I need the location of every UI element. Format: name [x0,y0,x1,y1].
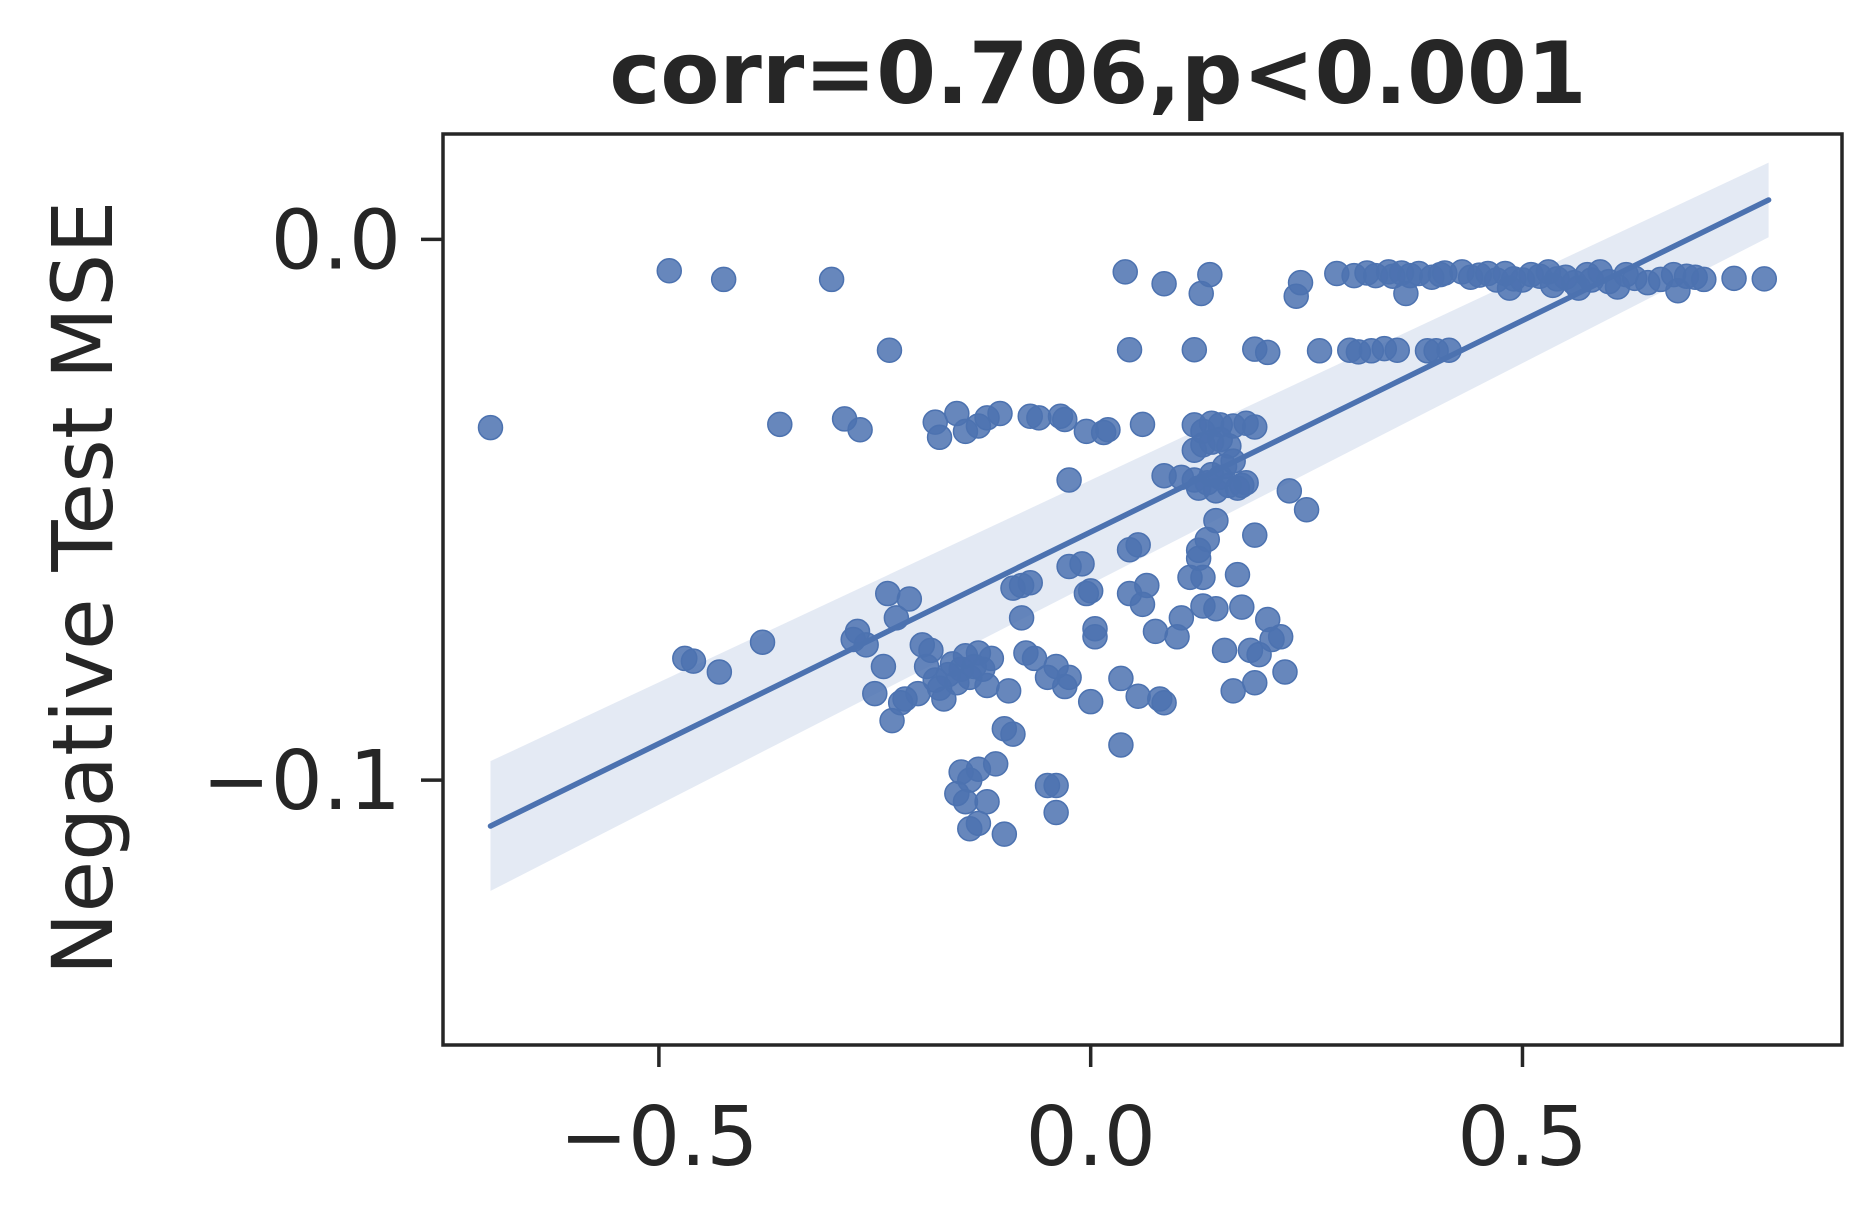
data-point [1142,618,1169,645]
data-point [1287,269,1314,296]
chart-title: corr=0.706,p<0.001 [609,24,1586,124]
data-point [1306,338,1333,364]
data-point [706,659,733,685]
data-point [1384,337,1411,364]
data-point [1082,615,1108,642]
data-point [1197,261,1223,288]
data-point [1008,605,1035,631]
data-point [477,414,504,441]
data-point [1254,339,1281,366]
scatter-points [477,258,1778,847]
data-point [1056,467,1082,493]
y-tick-label: −0.1 [202,734,401,829]
data-point [874,580,901,607]
data-point [1129,591,1156,618]
data-point [710,266,737,293]
data-point [847,416,873,443]
data-point [818,266,845,293]
data-point [883,605,910,631]
data-point [1181,336,1208,363]
data-point [991,821,1018,847]
data-point [1034,664,1061,691]
x-axis-ticks: −0.5 0.0 0.5 [559,1045,1588,1185]
data-point [656,258,683,284]
x-tick-label: 0.5 [1457,1090,1587,1185]
data-point [1276,478,1303,504]
data-point [749,629,776,655]
data-point [1242,670,1268,696]
data-point [876,337,903,364]
y-axis-label: Negative Test MSE [34,201,132,976]
data-point [1293,497,1320,523]
data-point [1177,564,1203,591]
data-point [913,653,940,680]
data-point [1211,637,1238,664]
data-point [1026,405,1052,431]
data-point [1125,532,1151,558]
data-point [767,411,793,438]
data-point [1229,594,1255,620]
x-tick-label: 0.0 [1025,1090,1155,1185]
data-point [870,653,897,680]
data-point [987,400,1013,427]
data-point [1108,732,1134,758]
data-point [1436,337,1462,364]
data-point [1220,678,1246,704]
data-point [1151,271,1177,297]
data-point [862,680,888,707]
data-point [926,424,953,451]
data-point [1224,561,1251,588]
data-point [1168,605,1195,631]
data-point [909,632,936,658]
data-point [1108,665,1134,692]
data-point [1000,575,1026,601]
data-point [1151,690,1177,716]
regression-line [487,197,1772,829]
data-point [1129,411,1156,438]
data-point [1751,266,1778,292]
data-point [1043,772,1069,799]
y-axis-ticks: 0.0 −0.1 [202,193,443,829]
data-point [1691,266,1717,293]
data-point [1242,522,1268,548]
data-point [1242,414,1268,440]
data-point [1233,469,1259,496]
data-point [1272,659,1298,685]
data-point [1095,416,1121,443]
data-point [1267,624,1294,650]
data-point [965,810,992,837]
y-tick-label: 0.0 [271,193,401,288]
data-point [952,788,979,815]
data-point [1185,537,1212,564]
data-point [1220,448,1246,474]
data-point [1203,507,1229,534]
data-point [1043,799,1069,826]
data-point [1077,688,1104,715]
data-point [982,751,1009,777]
data-point [1721,265,1747,292]
data-point [1052,406,1078,433]
regression-line-group [487,197,1772,829]
x-tick-label: −0.5 [559,1090,758,1185]
data-point [879,707,905,734]
data-point [974,788,1000,815]
data-point [1112,259,1138,285]
data-point [1073,580,1100,607]
data-point [995,678,1022,704]
data-point [991,715,1018,742]
data-point [1116,336,1143,363]
plot-frame [441,132,1844,1047]
data-point [1056,553,1082,580]
data-point [680,648,707,674]
data-point [1203,595,1229,622]
data-point [844,618,871,645]
data-point [1125,683,1151,710]
